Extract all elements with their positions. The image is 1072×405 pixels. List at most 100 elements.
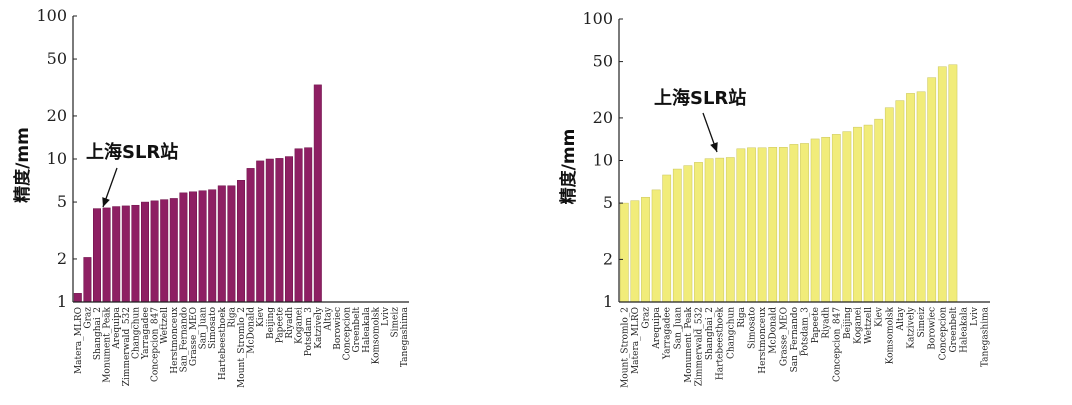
x-tick-label: San_Juan bbox=[673, 307, 683, 350]
annotation-label: 上海SLR站 bbox=[86, 141, 178, 163]
y-tick-label: 10 bbox=[593, 151, 613, 170]
x-tick-label: Borowiec bbox=[928, 307, 938, 350]
bar-San_Fernando bbox=[789, 144, 799, 303]
x-tick-label: Kiev bbox=[256, 306, 266, 327]
x-tick-label: Kiev bbox=[875, 306, 885, 327]
y-axis-title: 精度/mm bbox=[558, 129, 579, 205]
x-tick-label: Riga bbox=[737, 306, 747, 327]
x-tick-label: Borowiec bbox=[333, 307, 343, 350]
x-tick-label: Tanegashima bbox=[981, 306, 991, 367]
bar-Papeete bbox=[275, 158, 284, 303]
x-tick-label: San_Fernando bbox=[179, 307, 189, 372]
x-tick-label: Concepcion_847 bbox=[151, 307, 161, 382]
x-tick-label: Altay bbox=[896, 306, 906, 331]
bar-Riga bbox=[227, 185, 236, 303]
x-tick-label: Riga bbox=[227, 306, 237, 327]
x-tick-label: Arequipa bbox=[652, 306, 662, 349]
chart-panel-left: 1 2 5 10 20 50 100 Matera_MLRO Graz Shanghai_2 Mon… bbox=[12, 6, 410, 388]
x-tick-label: Herstmonceux bbox=[170, 307, 180, 374]
bar-Shanghai_2 bbox=[93, 208, 102, 303]
y-tick-label: 100 bbox=[36, 6, 67, 25]
bar-Zimmerwald_532 bbox=[694, 162, 703, 303]
x-tick-label: Riyadh bbox=[285, 307, 295, 339]
x-tick-label: Katzively bbox=[314, 306, 324, 349]
x-tick-label: Simosato bbox=[748, 307, 758, 349]
x-tick-label: Beijing bbox=[843, 307, 853, 339]
x-tick-label: Lviv bbox=[381, 306, 391, 326]
x-tick-label: Herstmonceux bbox=[758, 307, 768, 374]
bar-Borowiec bbox=[927, 77, 937, 303]
bar-Katzively bbox=[906, 93, 915, 303]
y-tick-label: 20 bbox=[593, 108, 613, 127]
x-tick-label: Grasse_MEO bbox=[779, 307, 789, 366]
y-tick-label: 20 bbox=[47, 106, 67, 125]
bar-San_Fernando bbox=[179, 192, 188, 303]
x-tick-label: Riyadh bbox=[822, 307, 832, 339]
bar-Katzively bbox=[313, 84, 322, 303]
bar-Herstmonceux bbox=[757, 147, 767, 303]
x-tick-label: Beijing bbox=[266, 307, 276, 339]
bar-Concepcion bbox=[937, 66, 947, 303]
x-tick-label: Koganei bbox=[295, 307, 305, 344]
bar-McDonald bbox=[246, 168, 255, 303]
bar-Komsomolsk bbox=[884, 107, 894, 303]
x-tick-label: Monument_Peak bbox=[684, 306, 694, 382]
bar-Simosato bbox=[208, 189, 217, 303]
x-tick-label: Simosato bbox=[208, 307, 218, 349]
x-tick-label: Komsomolsk bbox=[371, 306, 381, 364]
y-tick-label: 50 bbox=[593, 52, 613, 71]
x-tick-label: Concepcion bbox=[938, 307, 948, 361]
bar-Hartebeesthoek bbox=[217, 185, 226, 303]
y-tick-label: 10 bbox=[47, 149, 67, 168]
bar-Potsdam_3 bbox=[800, 143, 809, 303]
x-tick-label: Simeiz bbox=[391, 307, 401, 338]
bar-Changchun bbox=[725, 157, 735, 303]
bar-Beijing bbox=[842, 131, 852, 303]
x-tick-label: Papeete bbox=[275, 307, 285, 343]
x-tick-label: Koganei bbox=[854, 307, 864, 344]
bar-Wettzell bbox=[160, 199, 169, 303]
bar-Altay bbox=[895, 100, 905, 303]
bar-Graz bbox=[641, 196, 650, 303]
y-tick-label: 2 bbox=[603, 249, 613, 268]
bar-Koganei bbox=[853, 126, 862, 303]
bar-Koganei bbox=[294, 148, 303, 303]
bar-Potsdam_3 bbox=[304, 147, 313, 303]
x-tick-label: Greenbelt bbox=[949, 307, 959, 353]
y-tick-label: 5 bbox=[603, 193, 613, 212]
x-tick-label: San_Juan bbox=[199, 307, 209, 350]
x-tick-label: Zimmerwald_532 bbox=[122, 307, 132, 386]
y-tick-label: 5 bbox=[57, 192, 67, 211]
x-tick-label: Tanegashima bbox=[400, 306, 410, 367]
x-tick-label: Greenbelt bbox=[352, 307, 362, 353]
bar-Riyadh bbox=[821, 136, 831, 303]
x-tick-label: Simeiz bbox=[917, 307, 927, 338]
x-tick-label: Potsdam_3 bbox=[304, 307, 314, 357]
bar-San_Juan bbox=[198, 190, 207, 303]
bar-Herstmonceux bbox=[169, 198, 178, 303]
x-tick-label: Arequipa bbox=[112, 306, 122, 349]
x-tick-label: McDonald bbox=[247, 307, 257, 354]
bar-Graz bbox=[83, 257, 92, 303]
x-tick-label: Haleakala bbox=[362, 306, 372, 352]
bar-Mount_Stromlo_2 bbox=[237, 180, 245, 303]
bar-Riga bbox=[736, 148, 746, 303]
x-tick-label: Yarragadee bbox=[663, 307, 673, 360]
bar-Shanghai_2 bbox=[704, 158, 714, 303]
x-tick-label: Wettzell bbox=[160, 307, 170, 344]
x-tick-label: Mount_Stromlo_2 bbox=[237, 307, 247, 388]
x-tick-label: Katzively bbox=[907, 306, 917, 349]
bar-San_Juan bbox=[672, 168, 682, 303]
bar-Kiev bbox=[874, 118, 884, 303]
x-tick-label: McDonald bbox=[769, 307, 779, 354]
x-tick-label: Potsdam_3 bbox=[801, 307, 811, 357]
annotation-arrowhead bbox=[710, 142, 718, 152]
bar-Changchun bbox=[131, 204, 140, 303]
x-tick-label: Concepcion bbox=[343, 307, 353, 361]
bar-Matera_MLRO bbox=[73, 293, 82, 303]
x-tick-label: Yarragadee bbox=[141, 307, 151, 360]
x-tick-label: Hartebeesthoek bbox=[218, 306, 228, 380]
bar-Wettzell bbox=[863, 124, 873, 303]
